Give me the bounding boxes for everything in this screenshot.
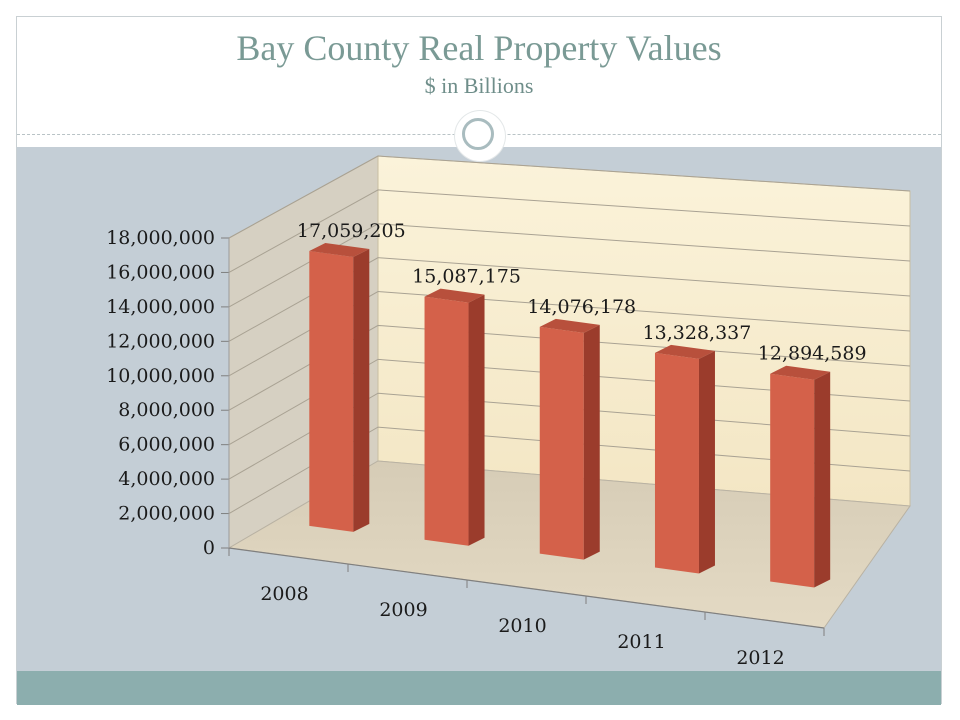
x-axis-labels: 2008 2009 2010 2011 2012	[228, 548, 825, 669]
data-label: 12,894,589	[758, 343, 867, 365]
data-label: 14,076,178	[527, 296, 636, 318]
footer-band	[17, 671, 941, 705]
x-tick-label: 2009	[379, 599, 427, 621]
y-tick-label: 8,000,000	[118, 399, 215, 421]
y-tick-label: 10,000,000	[106, 365, 215, 387]
bars: 17,059,205 15,087,175 14,076,178 13,328,337…	[297, 220, 867, 588]
y-tick-label: 18,000,000	[106, 227, 215, 249]
bar-side-face	[814, 371, 831, 588]
gridlines	[228, 155, 911, 514]
y-tick-label: 16,000,000	[106, 261, 215, 283]
y-tick-label: 0	[203, 537, 215, 559]
gridline	[228, 155, 911, 239]
bar-side-face	[468, 294, 485, 546]
gridline	[228, 426, 911, 514]
bar-side-face	[353, 249, 370, 532]
x-tick-label: 2010	[498, 615, 546, 637]
data-label: 17,059,205	[297, 220, 406, 242]
bar-top-face	[309, 243, 370, 258]
gridline	[228, 324, 911, 411]
title-area: Bay County Real Property Values $ in Bil…	[17, 17, 941, 135]
x-axis-line	[228, 547, 825, 629]
gridline	[228, 223, 911, 308]
data-label: 15,087,175	[412, 266, 521, 288]
gridline	[228, 392, 911, 480]
gridline	[228, 189, 911, 273]
bar-2012	[770, 365, 831, 588]
x-tick-label: 2011	[617, 631, 665, 653]
bar-2009	[424, 288, 485, 546]
data-label: 13,328,337	[643, 322, 752, 344]
gridline	[228, 291, 911, 377]
bar-side-face	[583, 324, 600, 560]
bar-top-face	[424, 288, 485, 303]
y-tick-label: 2,000,000	[118, 503, 215, 525]
y-tick-label: 12,000,000	[106, 330, 215, 352]
x-tick-label: 2008	[260, 583, 308, 605]
bar-front-face	[654, 352, 699, 574]
gridline	[228, 257, 911, 342]
bar-front-face	[770, 373, 815, 588]
bar-top-face	[770, 365, 831, 380]
slide-title: Bay County Real Property Values	[236, 28, 722, 68]
bar-front-face	[309, 251, 354, 532]
x-tick-label: 2012	[736, 647, 784, 669]
bar-2008	[309, 243, 370, 532]
y-tick-label: 4,000,000	[118, 468, 215, 490]
bar-top-face	[654, 344, 715, 359]
gridline	[228, 358, 911, 446]
slide-subtitle: $ in Billions	[424, 73, 534, 98]
y-tick-label: 6,000,000	[118, 434, 215, 456]
y-axis-ticks: 0 2,000,000 4,000,000 6,000,000 8,000,000 10,…	[106, 227, 825, 629]
bar-top-face	[539, 318, 600, 333]
circle-ornament-icon	[455, 111, 505, 161]
bar-side-face	[698, 350, 715, 574]
bar-2011	[654, 344, 715, 574]
bar-2010	[539, 318, 600, 560]
bar-front-face	[424, 296, 469, 546]
bar-front-face	[539, 326, 584, 560]
y-tick-label: 14,000,000	[106, 296, 215, 318]
